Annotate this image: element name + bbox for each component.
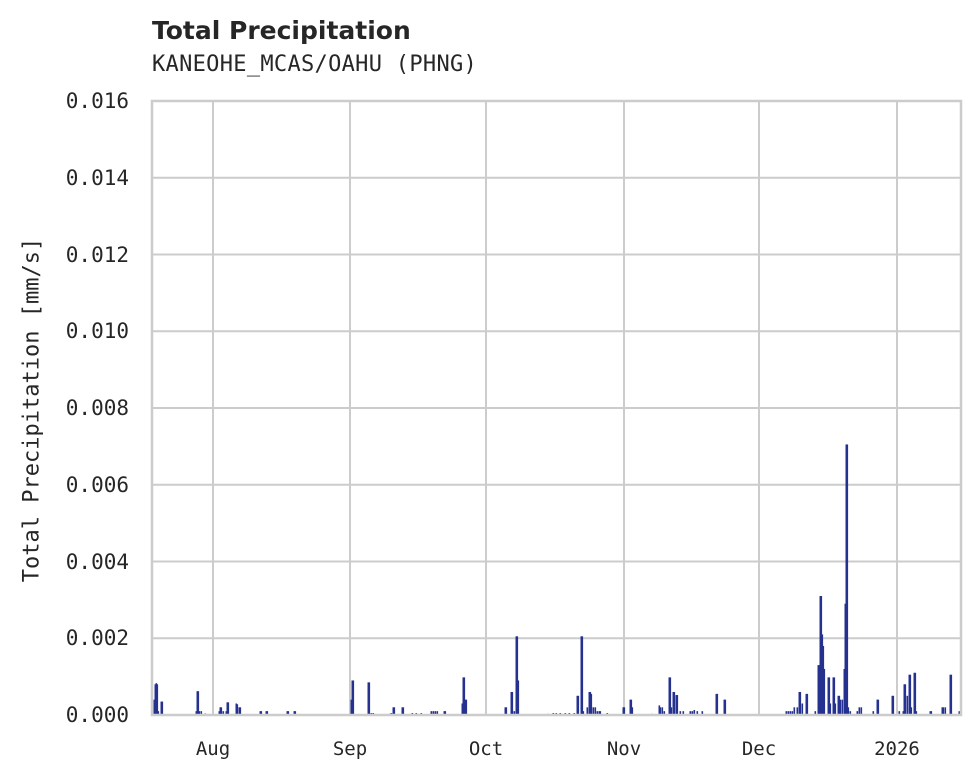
chart-subtitle: KANEOHE_MCAS/OAHU (PHNG) [152,52,478,77]
y-tick: 0.010 [65,319,129,344]
precipitation-bars [153,444,961,715]
x-tick: Aug [195,738,231,760]
y-tick: 0.006 [65,472,129,497]
y-tick: 0.002 [65,626,129,651]
y-tick: 0.008 [65,396,129,420]
y-tick: 0.014 [65,165,129,190]
gridlines [152,101,961,715]
chart-title: Total Precipitation [152,16,411,45]
y-tick: 0.000 [65,703,129,727]
x-tick: Sep [332,738,368,760]
x-tick: Oct [468,738,504,760]
y-tick: 0.012 [65,242,129,267]
x-tick: Nov [606,738,642,760]
x-tick: Dec [741,738,777,760]
x-tick: 2026 [874,738,920,760]
plot-frame [150,99,963,717]
y-tick: 0.004 [65,549,129,574]
y-tick: 0.016 [65,89,129,113]
